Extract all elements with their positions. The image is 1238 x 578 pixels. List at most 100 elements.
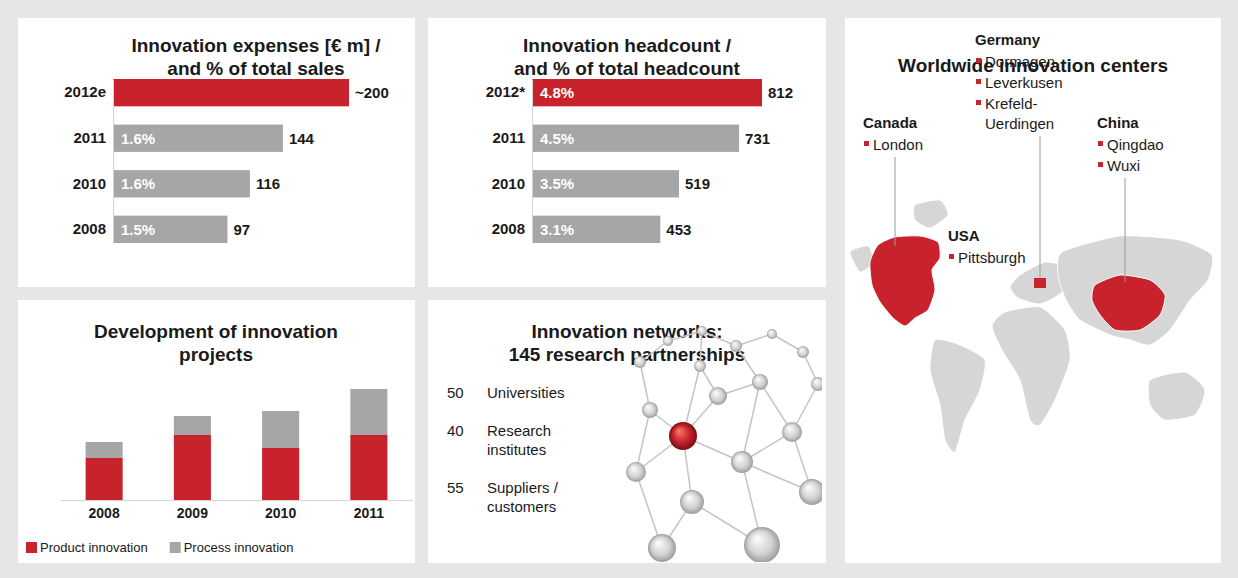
panel-title: Development of innovationprojects — [94, 321, 338, 365]
legend-swatch — [170, 542, 181, 553]
data-label: 453 — [666, 221, 691, 238]
axis-line — [113, 80, 114, 244]
bar-segment — [350, 435, 387, 500]
bar-segment — [86, 458, 123, 500]
panel-title: Innovation headcount /and % of total hea… — [514, 35, 741, 79]
network-node — [669, 422, 697, 450]
tick-label: 2008 — [89, 505, 120, 521]
partner-label: Universities — [487, 384, 565, 401]
percent-label: 1.6% — [121, 130, 155, 147]
percent-label: 1.6% — [121, 175, 155, 192]
data-label: 116 — [256, 175, 280, 192]
text-line: and % of total sales — [167, 58, 344, 79]
bar — [113, 170, 250, 197]
leader-line — [1040, 136, 1041, 277]
bar — [532, 216, 660, 243]
text-line: Wuxi — [1107, 157, 1140, 174]
bar-segment — [174, 416, 211, 435]
landmass — [930, 339, 986, 452]
country-label: China — [1097, 114, 1139, 131]
tick-label: 2011 — [73, 129, 106, 146]
tick-label: 2011 — [354, 505, 385, 521]
landmass — [1057, 236, 1212, 345]
partner-count: 50 — [447, 384, 464, 401]
bar — [532, 170, 679, 197]
panel — [18, 300, 415, 563]
tick: 2008 — [89, 505, 120, 521]
panel-title: Innovation networks:145 research partner… — [509, 321, 746, 365]
partner-label: Suppliers /customers — [487, 479, 559, 515]
bar — [532, 79, 762, 106]
country-label: Germany — [975, 31, 1041, 48]
text-line: Universities — [487, 384, 565, 401]
text-line: Suppliers / — [487, 479, 559, 496]
text-line: Dormagen — [985, 53, 1055, 70]
percent-label: 4.8% — [540, 84, 574, 101]
bullet — [976, 79, 981, 84]
landmass — [913, 200, 948, 228]
tick: 2008 — [492, 220, 525, 237]
category-axis: 2012*201120102008 — [486, 80, 533, 244]
bar — [113, 125, 283, 152]
network-node — [731, 451, 753, 473]
text-line: Uerdingen — [985, 115, 1054, 132]
category-axis: 2008 2009 2010 2011 — [61, 501, 414, 521]
network-node — [799, 479, 822, 505]
tick: 2011 — [73, 129, 106, 146]
tick-label: 2008 — [73, 220, 106, 237]
tick-label: 2008 — [492, 220, 525, 237]
country-label: USA — [948, 227, 980, 244]
bars — [532, 79, 762, 243]
bar-segment — [86, 442, 123, 458]
tick-label: 2010 — [492, 175, 525, 192]
country-highlight — [1092, 275, 1165, 331]
legend: Product innovation Process innovation — [26, 540, 294, 555]
city-label: Wuxi — [1107, 157, 1140, 174]
country-highlight — [870, 236, 940, 326]
tick: 2008 — [73, 220, 106, 237]
bullet — [976, 58, 981, 63]
network-node — [709, 387, 727, 405]
partner-label: Researchinstitutes — [487, 422, 551, 458]
legend-label: Product innovation — [40, 540, 148, 555]
text-line: Krefeld- — [985, 95, 1038, 112]
bullet — [864, 141, 869, 146]
partner-count: 40 — [447, 422, 464, 439]
bullet — [976, 100, 981, 105]
bar-segment — [350, 389, 387, 435]
bullet — [1098, 141, 1103, 146]
city-label: Krefeld- Uerdingen — [985, 95, 1054, 132]
tick: 2010 — [265, 505, 296, 521]
axis-line — [61, 500, 414, 501]
tick: 2012* — [486, 83, 525, 100]
city-label: London — [873, 136, 923, 153]
legend-item: Process innovation — [170, 540, 294, 555]
tick: 2012e — [64, 83, 106, 100]
city-label: Leverkusen — [985, 74, 1063, 91]
series — [86, 389, 388, 458]
text-line: institutes — [487, 441, 546, 458]
network-node — [634, 356, 646, 368]
panel — [428, 300, 826, 563]
network-node — [626, 462, 646, 482]
text-line: Development of innovation — [94, 321, 338, 342]
bar-segment — [174, 435, 211, 500]
bar — [113, 216, 227, 243]
network-node — [811, 377, 822, 391]
network-node — [663, 336, 673, 346]
network-node — [782, 422, 802, 442]
series — [86, 435, 388, 500]
data-label: 97 — [233, 221, 250, 238]
tick: 2010 — [492, 175, 525, 192]
tick-label: 2010 — [265, 505, 296, 521]
tick-label: 2009 — [177, 505, 208, 521]
text-line: Innovation expenses [€ m] / — [131, 35, 381, 56]
network-node — [694, 360, 706, 372]
network-node — [642, 402, 658, 418]
tick: 2010 — [73, 175, 106, 192]
bars — [86, 389, 388, 500]
city-label: Qingdao — [1107, 136, 1164, 153]
percent-label: 4.5% — [540, 130, 574, 147]
tick: 2009 — [177, 505, 208, 521]
tick-label: 2012* — [486, 83, 525, 100]
